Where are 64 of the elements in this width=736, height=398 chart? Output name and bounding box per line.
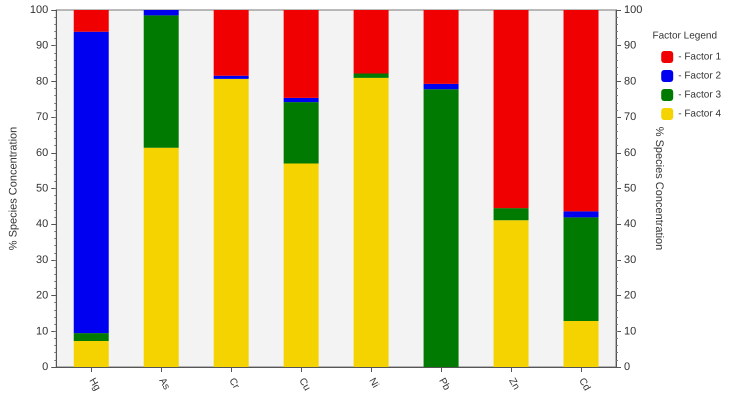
- bar: [284, 102, 319, 164]
- y2-tick-label: 90: [624, 40, 636, 52]
- y2-axis-title: % Species Concentration: [652, 126, 665, 250]
- y-tick-label: 80: [36, 75, 48, 88]
- y-tick-label: 50: [36, 182, 48, 194]
- legend-label: - Factor 4: [678, 108, 722, 120]
- bar: [494, 220, 529, 367]
- bar: [144, 148, 179, 367]
- bar: [284, 98, 319, 102]
- y-tick-label: 0: [42, 361, 48, 373]
- bar: [144, 15, 179, 148]
- bar: [564, 217, 599, 321]
- legend-label: - Factor 2: [678, 70, 722, 82]
- bar: [424, 89, 459, 367]
- legend-title: Factor Legend: [652, 30, 718, 42]
- bar: [74, 333, 109, 341]
- x-tick-label: Zn: [506, 376, 522, 392]
- y2-tick-label: 50: [624, 182, 636, 194]
- y2-tick-label: 10: [624, 325, 636, 338]
- bar: [214, 78, 249, 367]
- y-tick-label: 30: [36, 254, 48, 266]
- x-tick-label: Cr: [226, 376, 242, 392]
- bar: [354, 10, 389, 74]
- y-tick-label: 10: [36, 325, 48, 338]
- y2-tick-label: 20: [624, 290, 636, 302]
- bar: [424, 10, 459, 84]
- bar: [564, 10, 599, 212]
- bar: [354, 74, 389, 78]
- x-tick-label: Hg: [86, 376, 102, 393]
- bar: [214, 10, 249, 76]
- bar: [284, 164, 319, 367]
- legend-label: - Factor 1: [678, 52, 722, 62]
- bar: [74, 10, 109, 32]
- bar: [214, 76, 249, 79]
- y2-tick-label: 80: [624, 75, 636, 88]
- y2-tick-label: 30: [624, 254, 636, 266]
- y-axis-title: % Species Concentration: [8, 126, 20, 250]
- y2-tick-label: 70: [624, 111, 636, 124]
- bar: [74, 32, 109, 334]
- y2-tick-label: 60: [624, 146, 636, 159]
- y-tick-label: 20: [36, 290, 48, 302]
- y2-tick-label: 0: [624, 361, 630, 373]
- bar: [494, 10, 529, 208]
- y-tick-label: 90: [36, 40, 48, 52]
- y-tick-label: 70: [36, 111, 48, 124]
- x-tick-label: Ni: [366, 376, 381, 390]
- bar: [564, 320, 599, 367]
- legend-label: - Factor 3: [678, 90, 722, 100]
- y-tick-label: 60: [36, 146, 48, 159]
- bar: [494, 208, 529, 220]
- y2-tick-label: 100: [624, 4, 642, 16]
- x-tick-label: Cd: [576, 376, 592, 393]
- x-tick-label: Pb: [436, 376, 452, 393]
- bar: [354, 78, 389, 367]
- bar: [74, 340, 109, 367]
- x-tick-label: As: [156, 376, 172, 392]
- y2-tick-label: 40: [624, 218, 636, 230]
- bar: [284, 10, 319, 98]
- y-tick-label: 40: [36, 218, 48, 230]
- x-tick-label: Cu: [296, 376, 312, 393]
- bar: [564, 211, 599, 218]
- bar: [424, 84, 459, 90]
- y-tick-label: 100: [30, 4, 48, 16]
- bar: [144, 10, 179, 16]
